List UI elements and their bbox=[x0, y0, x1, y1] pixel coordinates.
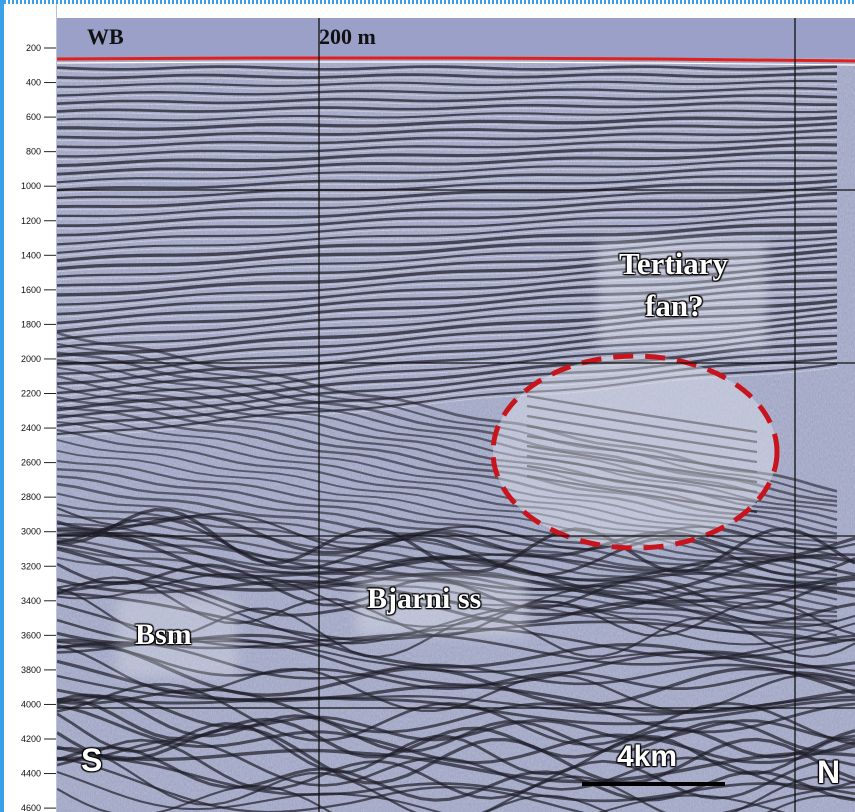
depth-tick-label: 1400 bbox=[21, 250, 41, 260]
depth-tick-label: 3200 bbox=[21, 561, 41, 571]
depth-axis-ticks: 200 400 600 800 1000 1200 1400 1600 1800 2000 2200… bbox=[21, 43, 56, 812]
depth-tick-label: 600 bbox=[26, 112, 41, 122]
depth-tick-label: 3800 bbox=[21, 665, 41, 675]
depth-tick-label: 4200 bbox=[21, 734, 41, 744]
depth-tick-label: 1000 bbox=[21, 181, 41, 191]
depth-tick-label: 400 bbox=[26, 78, 41, 88]
depth-tick-label: 3400 bbox=[21, 596, 41, 606]
depth-tick-label: 2600 bbox=[21, 458, 41, 468]
fan-label: fan? bbox=[645, 288, 704, 323]
grid-lines bbox=[57, 18, 855, 812]
depth-tick-label: 3600 bbox=[21, 630, 41, 640]
depth-tick-label: 2800 bbox=[21, 492, 41, 502]
depth-tick-label: 200 bbox=[26, 43, 41, 53]
seismic-noise bbox=[57, 18, 855, 812]
bsm-highlight bbox=[117, 598, 237, 678]
depth-marker-label: 200 m bbox=[319, 24, 376, 49]
depth-tick-label: 800 bbox=[26, 147, 41, 157]
depth-tick-label: 2400 bbox=[21, 423, 41, 433]
seismic-section: WB 200 m Tertiary fan? Bjarni ss Bsm S N… bbox=[57, 18, 855, 812]
depth-tick-label: 4400 bbox=[21, 769, 41, 779]
anomaly-outline bbox=[490, 353, 780, 551]
depth-tick-label: 1600 bbox=[21, 285, 41, 295]
depth-tick-label: 2000 bbox=[21, 354, 41, 364]
scale-label: 4km bbox=[617, 740, 678, 773]
depth-tick-label: 2200 bbox=[21, 389, 41, 399]
seafloor-white-line bbox=[57, 61, 855, 66]
south-label: S bbox=[81, 742, 103, 778]
bjarni-label: Bjarni ss bbox=[367, 582, 482, 615]
bsm-label: Bsm bbox=[135, 618, 192, 651]
depth-tick-label: 3000 bbox=[21, 527, 41, 537]
top-ruler bbox=[4, 0, 855, 4]
anomaly-fill bbox=[493, 356, 777, 548]
depth-tick-label: 1200 bbox=[21, 216, 41, 226]
water-column bbox=[57, 18, 855, 58]
seafloor-horizon bbox=[57, 56, 855, 63]
wb-label: WB bbox=[87, 24, 124, 49]
depth-axis: 200 400 600 800 1000 1200 1400 1600 1800 2000 2200… bbox=[4, 4, 57, 812]
bjarni-highlight bbox=[357, 576, 527, 636]
depth-tick-label: 4000 bbox=[21, 699, 41, 709]
tertiary-fan-highlight bbox=[597, 240, 767, 350]
seismic-image bbox=[57, 18, 855, 812]
tertiary-label: Tertiary bbox=[619, 246, 729, 281]
highlight-boxes bbox=[117, 240, 767, 678]
depth-tick-label: 4600 bbox=[21, 803, 41, 812]
depth-tick-label: 1800 bbox=[21, 319, 41, 329]
north-label: N bbox=[817, 754, 841, 790]
